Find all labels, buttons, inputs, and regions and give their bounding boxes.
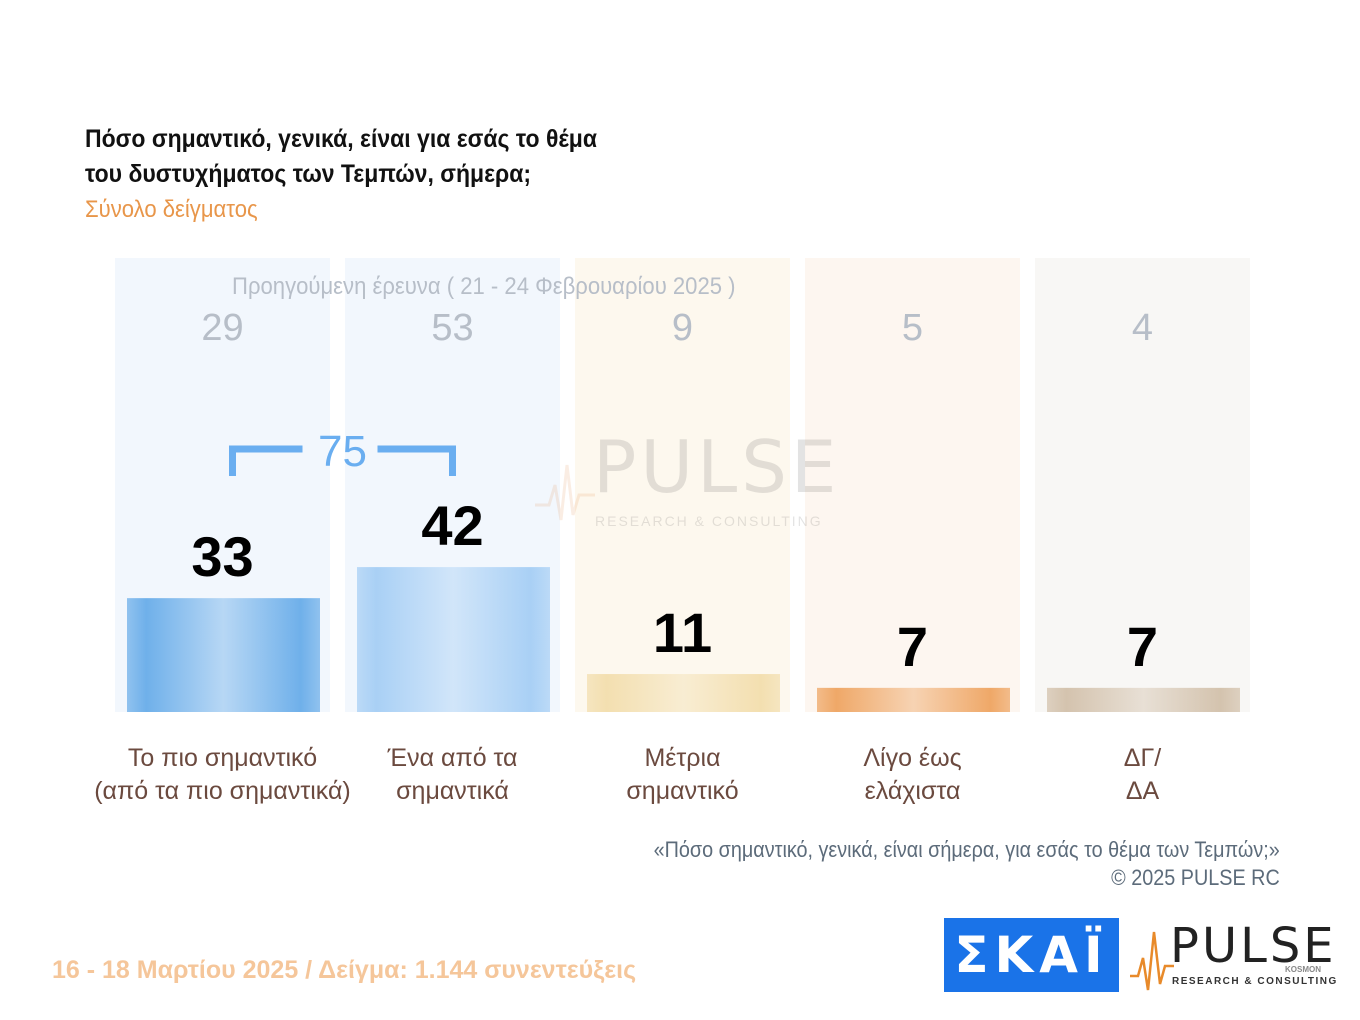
column-bg-4	[1035, 258, 1250, 712]
category-label-4-line-0: ΔΓ/	[1124, 744, 1161, 772]
combined-bracket-left	[229, 445, 303, 476]
data-label-2: 11	[653, 601, 712, 664]
pulse-logo-word: PULSE	[1170, 918, 1337, 974]
chart-subtitle: Σύνολο δείγματος	[85, 196, 258, 223]
data-label-4: 7	[1127, 615, 1158, 678]
combined-bracket-right	[377, 445, 456, 476]
category-label-1-line-0: Ένα από τα	[386, 744, 517, 772]
source-copyright: © 2025 PULSE RC	[1111, 865, 1280, 890]
chart-title: Πόσο σημαντικό, γενικά, είναι για εσάς τ…	[85, 122, 729, 192]
data-label-3: 7	[897, 615, 928, 678]
chart-title-line1: Πόσο σημαντικό, γενικά, είναι για εσάς τ…	[85, 125, 597, 153]
category-label-3-line-1: ελάχιστα	[865, 777, 961, 805]
category-label-2-line-1: σημαντικό	[626, 777, 738, 805]
category-label-4-line-1: ΔΑ	[1126, 777, 1160, 805]
previous-value-0: 29	[201, 307, 243, 349]
column-bg-2	[575, 258, 790, 712]
previous-value-3: 5	[902, 307, 923, 349]
pulse-heartbeat-icon	[1130, 931, 1174, 991]
previous-value-2: 9	[672, 307, 693, 349]
previous-value-1: 53	[431, 307, 473, 349]
bar-2	[587, 674, 780, 712]
pulse-logo-kosmon: KOSMON	[1285, 965, 1321, 974]
bar-0	[127, 598, 320, 712]
source-note: «Πόσο σημαντικό, γενικά, είναι σήμερα, γ…	[654, 836, 1280, 892]
data-label-1: 42	[421, 494, 483, 557]
category-label-1-line-1: σημαντικά	[396, 777, 509, 805]
source-quote: «Πόσο σημαντικό, γενικά, είναι σήμερα, γ…	[653, 837, 1280, 862]
previous-value-4: 4	[1132, 307, 1153, 349]
category-label-3-line-0: Λίγο έως	[863, 744, 961, 772]
data-label-0: 33	[191, 525, 253, 588]
pulse-logo-subtitle: RESEARCH & CONSULTING	[1172, 976, 1338, 987]
skai-logo-icon: ΣΚΑΪ	[944, 918, 1119, 992]
previous-survey-caption: Προηγούμενη έρευνα ( 21 - 24 Φεβρουαρίου…	[232, 273, 736, 300]
category-label-0-line-0: Το πιο σημαντικό	[128, 744, 317, 772]
combined-label: 75	[318, 427, 367, 476]
column-bg-3	[805, 258, 1020, 712]
survey-footer: 16 - 18 Μαρτίου 2025 / Δείγμα: 1.144 συν…	[52, 956, 637, 984]
category-label-0-line-1: (από τα πιο σημαντικά)	[94, 777, 351, 805]
chart-title-line2: του δυστυχήματος των Τεμπών, σήμερα;	[85, 160, 532, 188]
pulse-logo: PULSE KOSMON RESEARCH & CONSULTING	[1130, 918, 1340, 998]
category-label-2-line-0: Μέτρια	[644, 744, 720, 772]
bar-4	[1047, 687, 1240, 712]
bar-1	[357, 567, 550, 712]
bar-3	[817, 687, 1010, 712]
